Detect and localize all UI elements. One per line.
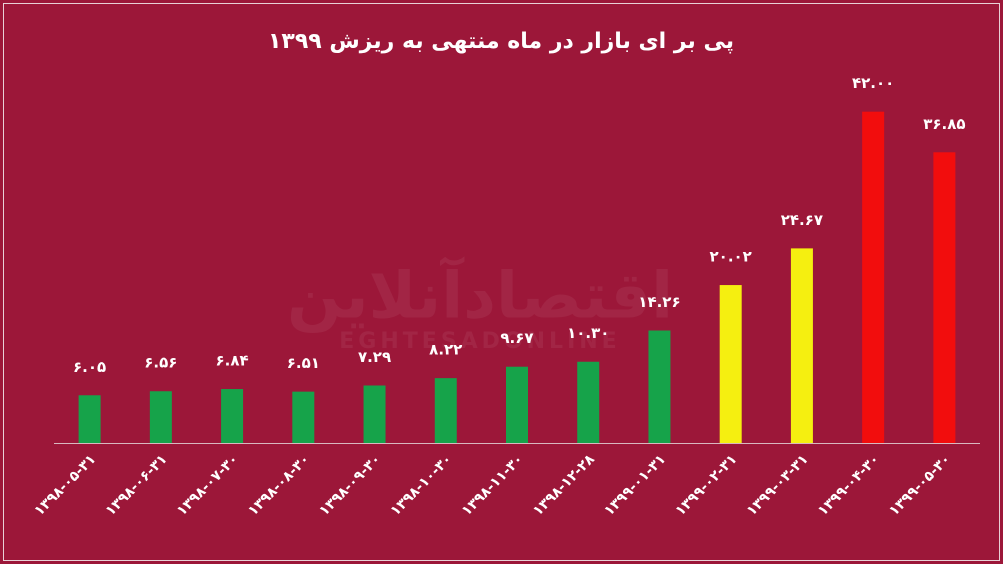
bar bbox=[648, 330, 671, 443]
value-label: ۳۶.۸۵ bbox=[923, 115, 965, 133]
watermark: EGHTESADONLINE bbox=[339, 329, 620, 354]
bar bbox=[292, 391, 315, 443]
frame bbox=[3, 3, 1000, 561]
value-label: ۹.۶۷ bbox=[500, 329, 533, 347]
bar bbox=[506, 366, 528, 443]
bar bbox=[363, 385, 386, 443]
value-label: ۸.۲۲ bbox=[429, 341, 462, 359]
bar bbox=[149, 391, 172, 443]
bar bbox=[790, 248, 813, 443]
bar bbox=[862, 111, 885, 444]
value-label: ۱۴.۲۶ bbox=[638, 293, 680, 311]
bar bbox=[577, 361, 600, 443]
value-label: ۷.۲۹ bbox=[358, 348, 391, 366]
chart-title: پی بر ای بازار در ماه منتهی به ریزش ۱۳۹۹ bbox=[268, 29, 734, 54]
value-label: ۱۰.۳۰ bbox=[567, 324, 609, 342]
bar bbox=[434, 378, 457, 443]
bar bbox=[221, 389, 244, 443]
bar bbox=[719, 285, 742, 443]
bar bbox=[933, 152, 956, 444]
value-label: ۴۲.۰۰ bbox=[852, 74, 894, 92]
value-label: ۲۴.۶۷ bbox=[781, 211, 823, 229]
value-label: ۶.۵۱ bbox=[287, 354, 320, 372]
value-label: ۶.۵۶ bbox=[144, 354, 177, 372]
value-label: ۲۰.۰۲ bbox=[710, 248, 752, 266]
bar bbox=[78, 395, 101, 443]
value-label: ۶.۸۴ bbox=[215, 352, 248, 370]
value-label: ۶.۰۵ bbox=[73, 358, 106, 376]
watermark: اقتصادآنلاین bbox=[287, 256, 673, 334]
